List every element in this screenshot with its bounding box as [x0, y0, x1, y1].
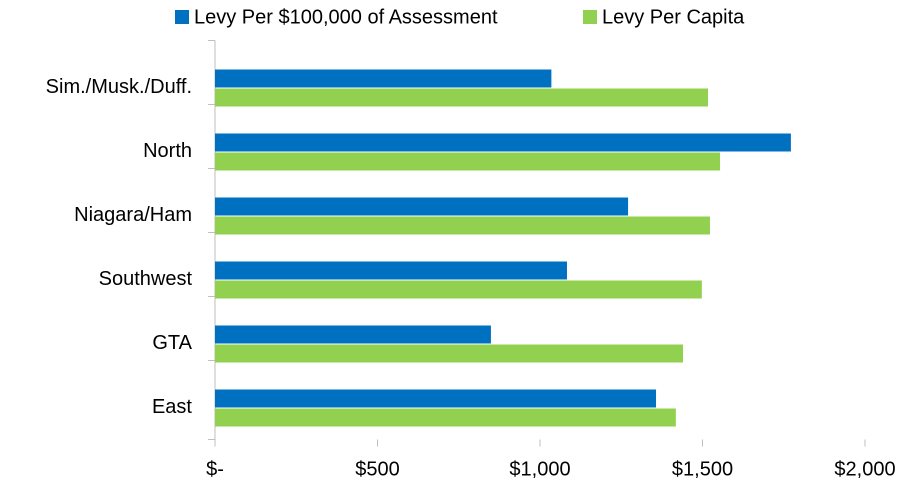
bar — [215, 261, 567, 280]
bar — [215, 197, 629, 216]
y-tick-label: GTA — [152, 332, 192, 354]
bar — [215, 152, 721, 171]
x-tick-label: $- — [206, 458, 224, 480]
bar — [215, 408, 676, 427]
y-tick-label: Sim./Musk./Duff. — [46, 76, 192, 98]
bar — [215, 280, 702, 299]
legend-label: Levy Per $100,000 of Assessment — [194, 6, 498, 28]
y-tick-label: East — [152, 396, 192, 418]
x-tick-label: $2,000 — [834, 458, 895, 480]
bar — [215, 69, 552, 88]
y-tick-label: Southwest — [99, 268, 193, 290]
legend-swatch — [175, 10, 189, 24]
legend-swatch — [583, 10, 597, 24]
legend-label: Levy Per Capita — [602, 6, 745, 28]
x-tick-label: $500 — [355, 458, 400, 480]
bar — [215, 216, 710, 235]
bar — [215, 325, 491, 344]
bar — [215, 88, 709, 107]
y-tick-label: Niagara/Ham — [74, 204, 192, 226]
bar — [215, 133, 791, 152]
bar — [215, 344, 683, 363]
x-tick-label: $1,500 — [672, 458, 733, 480]
x-tick-label: $1,000 — [509, 458, 570, 480]
y-tick-label: North — [143, 140, 192, 162]
bar — [215, 389, 657, 408]
